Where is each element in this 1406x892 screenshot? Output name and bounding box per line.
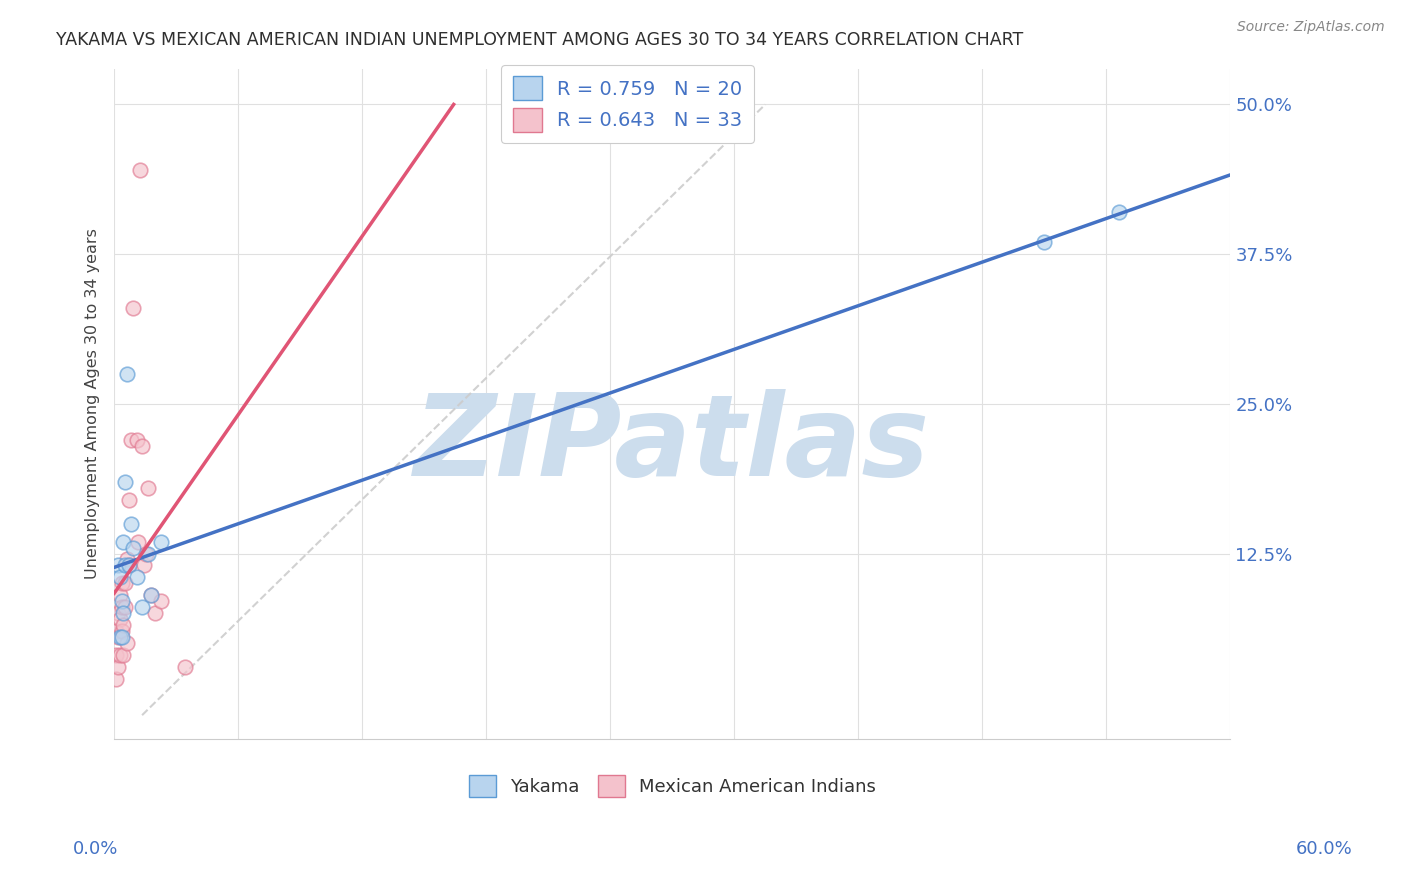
Point [125,570,148,584]
Point [120,516,142,531]
Point [114,558,136,573]
Point [111,594,134,608]
Point [1108,205,1130,219]
Point [114,475,136,489]
Point [118,558,141,573]
Text: 0.0%: 0.0% [73,840,118,858]
Point [105,624,128,639]
Point [121,301,143,315]
Text: ZIPatlas: ZIPatlas [415,389,931,500]
Point [131,439,153,453]
Point [112,534,135,549]
Y-axis label: Unemployment Among Ages 30 to 34 years: Unemployment Among Ages 30 to 34 years [86,228,100,579]
Point [143,607,166,621]
Point [108,612,131,626]
Text: YAKAMA VS MEXICAN AMERICAN INDIAN UNEMPLOYMENT AMONG AGES 30 TO 34 YEARS CORRELA: YAKAMA VS MEXICAN AMERICAN INDIAN UNEMPL… [56,31,1024,49]
Point [111,600,134,615]
Point [132,558,155,573]
Point [141,589,163,603]
Text: 60.0%: 60.0% [1296,840,1353,858]
Point [1033,235,1056,249]
Point [115,367,138,381]
Point [105,648,128,663]
Point [149,534,172,549]
Point [111,624,134,639]
Point [105,672,128,686]
Point [108,630,131,644]
Point [131,600,153,615]
Point [141,589,163,603]
Point [114,600,136,615]
Point [112,618,135,632]
Point [107,660,129,674]
Point [136,481,159,495]
Point [112,607,135,621]
Point [120,433,142,447]
Point [118,558,141,573]
Point [108,570,131,584]
Point [127,534,149,549]
Point [115,636,138,650]
Point [135,547,157,561]
Point [149,594,172,608]
Point [136,547,159,561]
Point [173,660,195,674]
Point [125,433,148,447]
Point [108,589,131,603]
Point [121,541,143,555]
Text: Source: ZipAtlas.com: Source: ZipAtlas.com [1237,20,1385,34]
Point [115,552,138,566]
Point [111,630,134,644]
Point [114,576,136,591]
Point [107,558,129,573]
Legend: Yakama, Mexican American Indians: Yakama, Mexican American Indians [461,767,883,804]
Point [107,607,129,621]
Point [107,630,129,644]
Point [111,576,134,591]
Point [108,648,131,663]
Point [129,163,152,178]
Point [112,648,135,663]
Point [118,492,141,507]
